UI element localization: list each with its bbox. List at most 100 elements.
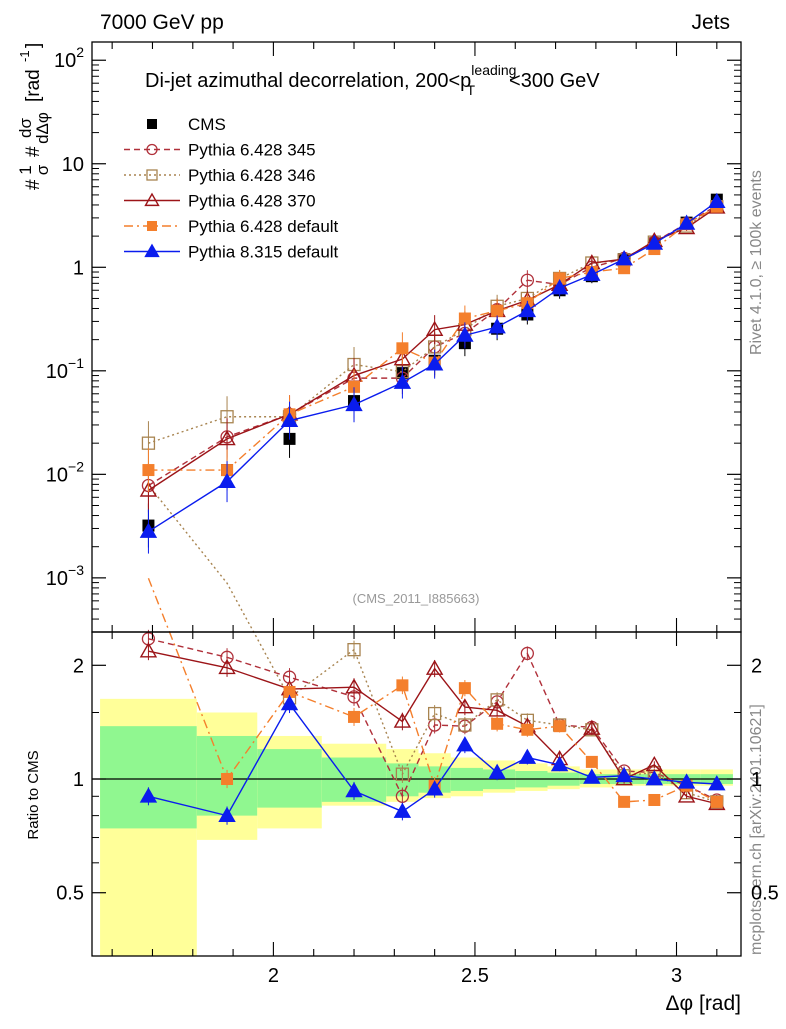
- ratio-point-P6def: [585, 755, 598, 768]
- ratio-point-P370: [456, 698, 474, 714]
- main-point-P8def: [518, 301, 537, 318]
- legend-entry-P370: Pythia 6.428 370: [124, 192, 316, 211]
- ratio-point-P370: [583, 719, 601, 735]
- legend-label: Pythia 6.428 370: [188, 192, 316, 211]
- main-point-P8def: [280, 411, 299, 427]
- ratio-point-P370: [139, 642, 158, 658]
- ratio-series-P370: [139, 642, 726, 811]
- ratio-point-P8def: [218, 806, 236, 822]
- main-point-P8def: [139, 522, 158, 538]
- title-post: <300 GeV: [509, 70, 600, 92]
- main-point-P370: [139, 481, 158, 497]
- ratio-point-P8def: [393, 802, 412, 818]
- main-point-P6def: [142, 464, 155, 477]
- main-ylabel: # 1 σ # dσ dΔφ [rad -1 ]: [16, 43, 52, 190]
- ratio-point-P370: [345, 678, 363, 694]
- ratio-point-P8def: [677, 773, 696, 789]
- main-line-P6def: [148, 206, 718, 471]
- main-point-P370: [218, 429, 236, 446]
- ylabel-unit-end: ]: [23, 43, 44, 48]
- main-series-P8def: [139, 192, 726, 554]
- main-point-P8def: [393, 373, 412, 389]
- ylabel-hash1: #: [23, 179, 44, 190]
- legend-entry-P6def: Pythia 6.428 default: [124, 217, 339, 236]
- main-point-P6def: [348, 380, 361, 393]
- title-pre: Di-jet azimuthal decorrelation, 200<p: [145, 70, 471, 92]
- ratio-point-P8def: [645, 770, 664, 786]
- ratio-point-P370: [425, 659, 444, 675]
- legend-entry-P345: Pythia 6.428 345: [124, 141, 316, 160]
- main-point-P8def: [488, 318, 506, 334]
- legend-marker-CMS: [147, 119, 157, 129]
- main-point-P8def: [425, 355, 444, 371]
- ratio-point-P8def: [280, 695, 299, 711]
- ratio-point-P8def: [518, 748, 537, 764]
- ratio-ytick-label-right: 1: [751, 769, 762, 791]
- ylabel-frac2-den: dΔφ: [33, 112, 52, 144]
- legend: CMS Pythia 6.428 345 Pythia 6.428 346 Pythi…: [124, 115, 339, 262]
- axes-group: 10−3 10−2 10−1 1 10 102 0.5 0.5 1 1 2 2 2 2.5 3: [46, 41, 779, 987]
- ratio-point-P8def: [488, 763, 506, 779]
- ratio-ytick-label: 1: [73, 769, 84, 791]
- main-point-P8def: [677, 214, 696, 230]
- ratio-point-P8def: [456, 736, 474, 752]
- rivet-label: Rivet 4.1.0, ≥ 100k events: [748, 170, 765, 355]
- legend-marker-P6def: [147, 221, 157, 231]
- ratio-point-P6def: [458, 682, 471, 695]
- legend-entry-P346: Pythia 6.428 346: [124, 166, 316, 185]
- ratio-point-P6def: [396, 679, 409, 692]
- title-sub: T: [466, 82, 475, 98]
- ratio-ylabel: Ratio to CMS: [25, 750, 42, 839]
- legend-label: Pythia 8.315 default: [188, 243, 339, 262]
- main-point-P370: [425, 320, 444, 336]
- header-left: 7000 GeV pp: [100, 11, 224, 34]
- ratio-point-P6def: [521, 723, 534, 736]
- ratio-series-P6def: [147, 577, 723, 808]
- band-inner-bin: [100, 726, 197, 829]
- ratio-point-P6def: [491, 717, 504, 730]
- ratio-point-P6def: [648, 793, 661, 806]
- ratio-point-P370: [677, 787, 696, 803]
- main-point-P6def: [553, 272, 566, 285]
- legend-label: Pythia 6.428 346: [188, 166, 316, 185]
- title-sup: leading: [471, 62, 516, 78]
- main-point-P8def: [550, 279, 569, 295]
- main-ytick-label: 10−3: [46, 562, 84, 590]
- main-point-P8def: [645, 234, 664, 250]
- ratio-point-P8def: [615, 766, 633, 783]
- ratio-point-P8def: [550, 755, 569, 772]
- ratio-ytick-label: 2: [73, 655, 84, 677]
- main-point-P8def: [218, 472, 236, 488]
- ratio-frame: [91, 631, 742, 957]
- main-series-P346: [141, 200, 724, 466]
- x-axis-label: Δφ [rad]: [666, 992, 742, 1015]
- ratio-point-P345: [520, 646, 535, 661]
- legend-marker-P370: [144, 192, 160, 207]
- ratio-point-P6def: [710, 795, 723, 808]
- main-series-group: [139, 192, 726, 554]
- main-point-P8def: [456, 326, 474, 342]
- ratio-point-P346: [347, 643, 361, 657]
- mcplots-label: mcplots.cern.ch [arXiv:2401.10621]: [748, 704, 765, 955]
- header-right: Jets: [691, 11, 730, 34]
- main-point-P8def: [583, 265, 601, 281]
- ratio-point-P6def: [553, 720, 566, 733]
- ratio-line-P346: [147, 484, 718, 803]
- xtick-label: 3: [671, 965, 682, 987]
- ratio-ytick-label-right: 2: [751, 655, 762, 677]
- main-point-P6def: [491, 304, 504, 317]
- ylabel-frac1-num: 1: [16, 165, 35, 174]
- main-ytick-label: 10−1: [46, 355, 84, 383]
- legend-entry-P8def: Pythia 8.315 default: [124, 243, 339, 262]
- main-ytick-label: 1: [73, 257, 84, 279]
- main-ytick-label: 10: [62, 154, 84, 176]
- xtick-label: 2: [268, 965, 279, 987]
- ratio-series-P8def: [139, 694, 726, 825]
- ratio-uncertainty-bands: [92, 698, 741, 956]
- ratio-point-P370: [393, 712, 412, 728]
- legend-marker-P345: [146, 143, 158, 156]
- ratio-point-P8def: [345, 782, 363, 798]
- chart-title: Di-jet azimuthal decorrelation, 200<plea…: [145, 62, 600, 98]
